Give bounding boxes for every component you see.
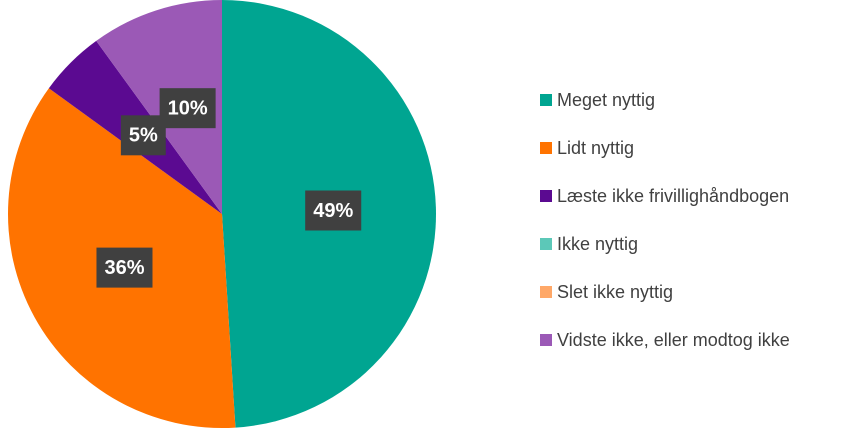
legend-swatch xyxy=(540,142,552,154)
data-label: 10% xyxy=(168,97,208,119)
pie-slice xyxy=(96,0,222,214)
data-label-box xyxy=(159,88,216,129)
legend-label: Vidste ikke, eller modtog ikke xyxy=(557,330,790,350)
legend-swatch xyxy=(540,334,552,346)
legend-label: Lidt nyttig xyxy=(557,138,634,158)
legend-label: Meget nyttig xyxy=(557,90,655,110)
legend-label: Læste ikke frivillighåndbogen xyxy=(557,186,789,206)
data-label-box xyxy=(305,190,362,231)
legend-label: Slet ikke nyttig xyxy=(557,282,673,302)
legend-swatch xyxy=(540,94,552,106)
legend-label: Ikke nyttig xyxy=(557,234,638,254)
data-label-box xyxy=(120,115,166,156)
data-label-box xyxy=(96,247,153,288)
data-label: 49% xyxy=(313,200,353,222)
legend-swatch xyxy=(540,238,552,250)
legend-swatch xyxy=(540,286,552,298)
data-label: 5% xyxy=(129,125,158,147)
data-label: 36% xyxy=(104,257,144,279)
legend-swatch xyxy=(540,190,552,202)
